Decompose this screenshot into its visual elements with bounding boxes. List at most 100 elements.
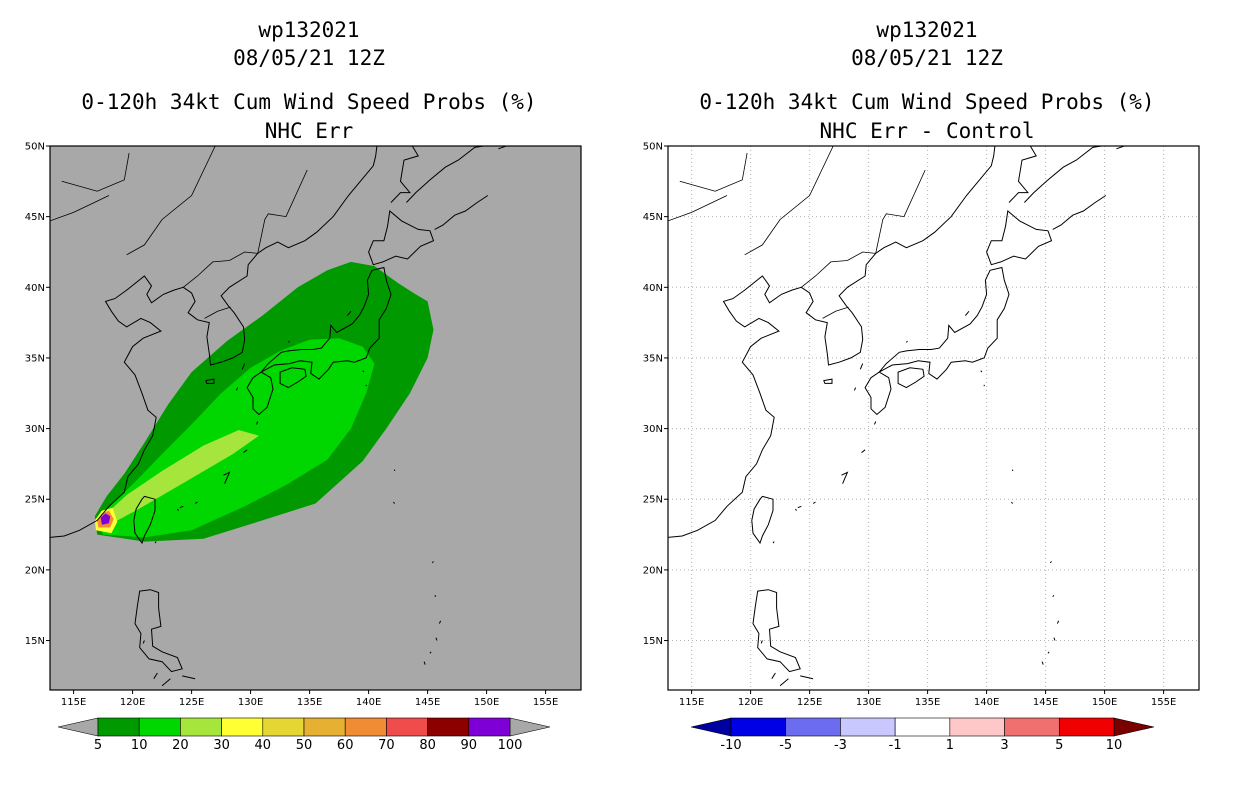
coastline-hainan — [0, 569, 26, 582]
lat-label: 25N — [25, 495, 45, 506]
island-coastline — [434, 594, 437, 598]
island-coastline — [347, 310, 352, 316]
left-date: 08/05/21 12Z — [233, 46, 385, 70]
colorbar-swatch — [427, 717, 470, 737]
island-coastline — [771, 672, 776, 679]
colorbar-swatch — [840, 717, 896, 737]
border-line — [183, 251, 258, 288]
coastline-mainland — [668, 146, 996, 538]
lon-label: 135E — [297, 697, 322, 708]
lat-label: 50N — [643, 142, 663, 153]
island-coastline — [1116, 146, 1126, 150]
island-coastline — [498, 146, 508, 150]
colorbar-label: 5 — [1055, 738, 1063, 753]
lon-label: 130E — [856, 697, 881, 708]
right-storm-id: wp132021 — [876, 18, 978, 42]
island-coastline — [177, 508, 179, 511]
colorbar-label: 10 — [1106, 738, 1123, 753]
border-line — [822, 306, 849, 319]
coastline-sakhalin — [390, 146, 419, 203]
island-coastline — [435, 637, 438, 641]
lat-label: 20N — [643, 565, 663, 576]
lon-label: 145E — [415, 697, 440, 708]
island-coastline — [406, 146, 487, 203]
island-coastline — [795, 508, 797, 511]
island-coastline — [1158, 135, 1170, 144]
coastline-luzon — [752, 589, 801, 673]
colorbar-swatch — [97, 717, 140, 737]
island-coastline — [1053, 637, 1056, 641]
border-line — [257, 169, 308, 254]
border-line — [50, 195, 110, 222]
lon-label: 145E — [1033, 697, 1058, 708]
island-coastline — [288, 340, 290, 343]
island-coastline — [154, 541, 157, 544]
colorbar-swatch — [303, 717, 346, 737]
map-background — [668, 146, 1199, 690]
island-coastline — [438, 620, 442, 624]
colorbar-label: 10 — [131, 738, 148, 753]
lat-label: 35N — [25, 353, 45, 364]
colorbar-swatch — [138, 717, 181, 737]
island-coastline — [168, 697, 177, 704]
island-coastline — [362, 370, 365, 373]
border-line — [668, 195, 728, 222]
lat-label: 50N — [25, 142, 45, 153]
colorbar: -10 -5 -3 -1 1 3 5 10 — [690, 717, 1155, 753]
island-coastline — [161, 678, 171, 687]
island-coastline — [1049, 561, 1052, 564]
border-line — [204, 306, 231, 319]
colorbar-label: -1 — [889, 738, 902, 753]
island-coastline — [965, 310, 970, 316]
island-coastline — [800, 675, 814, 680]
island-coastline — [241, 363, 246, 370]
coastline-taiwan — [133, 495, 156, 545]
lat-label: 15N — [25, 636, 45, 647]
island-coastline — [1024, 146, 1105, 203]
island-coastline — [243, 449, 248, 453]
colorbar-swatch — [180, 717, 222, 737]
island-coastline — [861, 449, 866, 453]
lon-label: 150E — [474, 697, 499, 708]
island-coastline — [1052, 195, 1107, 230]
island-coastline — [1047, 651, 1050, 654]
island-coastline — [434, 195, 489, 230]
left-product-title: 0-120h 34kt Cum Wind Speed Probs (%) — [81, 90, 537, 114]
lon-label: 125E — [179, 697, 204, 708]
lon-label: 125E — [797, 697, 822, 708]
island-coastline — [153, 672, 158, 679]
lat-label: 40N — [643, 283, 663, 294]
lat-label: 40N — [25, 283, 45, 294]
island-coastline — [906, 340, 908, 343]
lon-label: 115E — [679, 697, 704, 708]
right-product-title: 0-120h 34kt Cum Wind Speed Probs (%) — [699, 90, 1155, 114]
colorbar-label: 80 — [419, 738, 436, 753]
island-coastline — [194, 501, 198, 504]
island-coastline — [223, 471, 231, 484]
colorbar-swatch — [468, 717, 511, 737]
lat-label: 20N — [25, 565, 45, 576]
island-coastline — [182, 675, 196, 680]
right-subtitle: NHC Err - Control — [819, 119, 1035, 143]
coastline-kyushu — [864, 371, 892, 416]
right-map: 50N 45N 40N 35N 30N 25N 20N 15N 115E 120E 125E 130E… — [643, 135, 1200, 753]
island-coastline — [980, 370, 983, 373]
right-panel: wp132021 08/05/21 12Z 0-120h 34kt Cum Wi… — [618, 0, 1236, 800]
colorbar-label: -10 — [720, 738, 741, 753]
island-coastline — [859, 363, 864, 370]
coastline-hokkaido — [368, 210, 435, 266]
coastline-luzon — [134, 589, 183, 673]
island-coastline — [1052, 594, 1055, 598]
lon-label: 130E — [238, 697, 263, 708]
island-coastline — [423, 661, 426, 665]
map-frame — [667, 145, 1200, 691]
colorbar: 5 10 20 30 40 50 60 70 80 90 100 — [57, 717, 551, 753]
colorbar-label: 100 — [498, 738, 523, 753]
colorbar-label: 70 — [378, 738, 395, 753]
lat-label: 15N — [643, 636, 663, 647]
island-coastline — [142, 640, 145, 644]
colorbar-label: 40 — [255, 738, 272, 753]
colorbar-swatch — [1004, 717, 1060, 737]
colorbar-under-arrow — [57, 717, 99, 737]
map-content — [668, 135, 1199, 690]
